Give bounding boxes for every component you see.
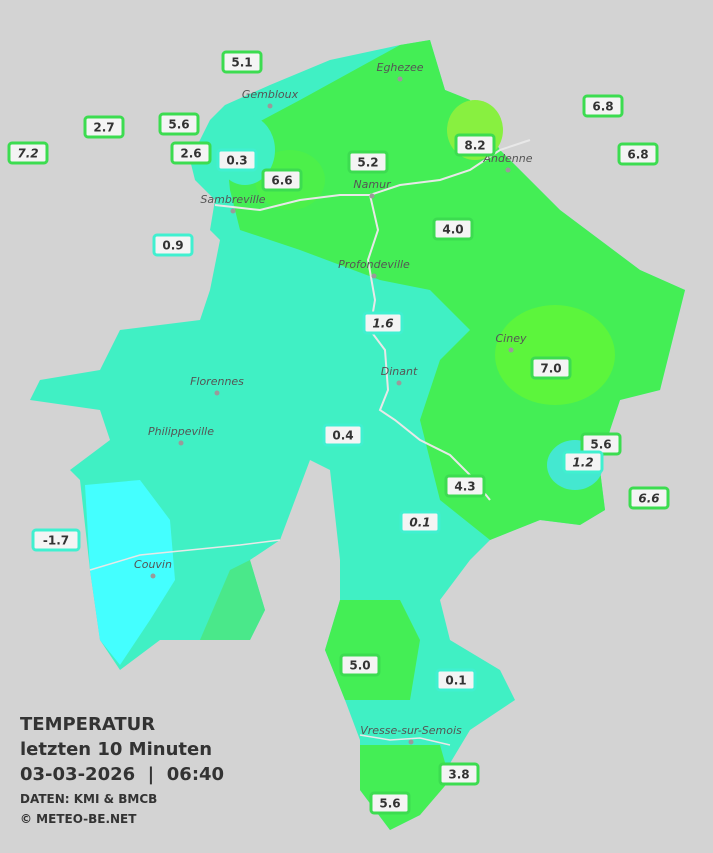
station-value: 5.6 (379, 797, 400, 811)
station-value: 5.2 (357, 156, 378, 170)
station-box (31, 528, 81, 552)
station-value: 0.1 (409, 516, 430, 530)
station-value: 5.6 (590, 438, 611, 452)
warm-core (495, 305, 615, 405)
city-name: Philippeville (148, 425, 214, 438)
station-value: 1.2 (572, 456, 593, 470)
river (89, 539, 281, 571)
station-value: 0.3 (226, 154, 247, 168)
river (359, 734, 451, 746)
station-value: 1.6 (372, 317, 393, 331)
station-value: 8.2 (464, 139, 485, 153)
station-box (369, 791, 411, 815)
station-box (83, 115, 125, 139)
warm-zone (325, 600, 420, 700)
station-box (158, 112, 200, 136)
legend-source: DATEN: KMI & BMCB (20, 792, 157, 806)
station-value: 0.4 (332, 429, 353, 443)
city-dot (408, 739, 414, 745)
river (366, 194, 491, 501)
station-box (399, 510, 441, 534)
station-value: -1.7 (43, 534, 69, 548)
legend-title: TEMPERATUR (20, 714, 155, 735)
station-box (432, 217, 474, 241)
station-value: 0.9 (162, 239, 183, 253)
city-dot (267, 103, 273, 109)
station-box (562, 450, 604, 474)
station-value: 7.0 (540, 362, 561, 376)
legend-copyright: © METEO-BE.NET (20, 812, 137, 826)
city-dot (369, 193, 375, 199)
station-box (7, 141, 49, 165)
station-box (444, 474, 486, 498)
station-box (362, 311, 404, 335)
river (214, 139, 531, 212)
warm-zone (225, 40, 685, 540)
city-name: Eghezee (377, 61, 424, 74)
station-box (438, 762, 480, 786)
station-value: 5.6 (168, 118, 189, 132)
station-value: 6.8 (627, 148, 648, 162)
station-value: 7.2 (17, 147, 38, 161)
station-box (582, 94, 624, 118)
station-box (216, 148, 258, 172)
station-box (617, 142, 659, 166)
station-box (152, 233, 194, 257)
city-name: Sambreville (200, 193, 265, 206)
station-value: 4.3 (454, 480, 475, 494)
city-name: Couvin (134, 558, 172, 571)
city-dot (505, 167, 511, 173)
city-name: Ciney (496, 332, 527, 345)
stations: 5.1 2.7 5.6 7.2 2.6 0.3 6.6 5.2 8.2 6.8 6.8 0.9 4.0 1… (7, 50, 670, 815)
cities: Eghezee Gembloux Andenne Namur Sambreville Pr… (134, 61, 533, 745)
station-value: 6.6 (638, 492, 659, 506)
station-value: 6.8 (592, 100, 613, 114)
city-dot (396, 380, 402, 386)
legend-period: letzten 10 Minuten (20, 739, 212, 760)
city-name: Dinant (381, 365, 418, 378)
city-name: Florennes (190, 375, 244, 388)
city-dot (230, 208, 236, 214)
station-value: 2.7 (93, 121, 114, 135)
station-box (530, 356, 572, 380)
station-box (322, 423, 364, 447)
city-dot (214, 390, 220, 396)
city-name: Profondeville (338, 258, 410, 271)
station-value: 6.6 (271, 174, 292, 188)
city-dot (508, 347, 514, 353)
city-name: Gembloux (242, 88, 299, 101)
station-box (347, 150, 389, 174)
city-name: Vresse-sur-Semois (360, 724, 462, 737)
station-box (221, 50, 263, 74)
station-value: 4.0 (442, 223, 463, 237)
city-name: Andenne (483, 152, 533, 165)
city-dot (150, 573, 156, 579)
cold-zone (85, 480, 175, 665)
station-box (435, 668, 477, 692)
city-name: Namur (353, 178, 392, 191)
station-value: 0.1 (445, 674, 466, 688)
station-box (628, 486, 670, 510)
station-value: 5.0 (349, 659, 370, 673)
station-value: 2.6 (180, 147, 201, 161)
station-box (454, 133, 496, 157)
city-dot (371, 273, 377, 279)
city-dot (178, 440, 184, 446)
city-dot (397, 76, 403, 82)
station-value: 3.8 (448, 768, 469, 782)
station-box (339, 653, 381, 677)
station-box (261, 168, 303, 192)
legend-datetime: 03-03-2026 | 06:40 (20, 764, 224, 785)
station-value: 5.1 (231, 56, 252, 70)
warm-zone (200, 560, 265, 640)
station-box (170, 141, 212, 165)
